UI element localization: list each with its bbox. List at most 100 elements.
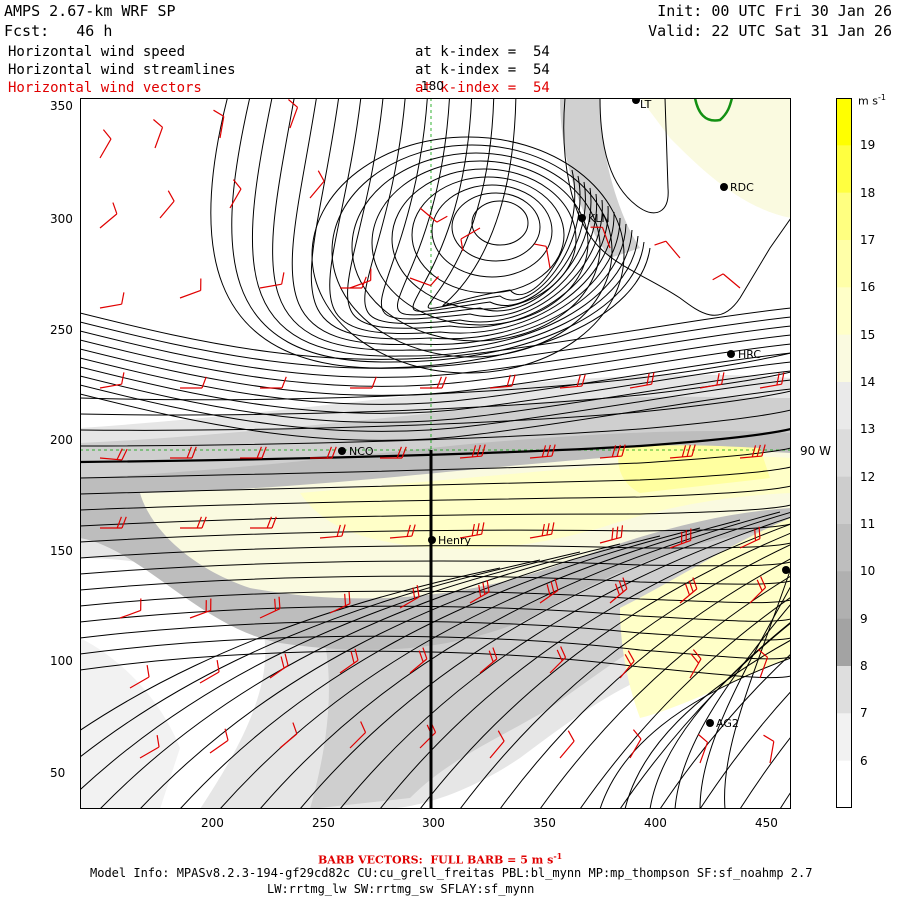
- x-tick-label: 400: [644, 816, 667, 830]
- streamline: [80, 361, 791, 414]
- colorbar: [836, 98, 852, 808]
- streamline: [624, 639, 791, 809]
- streamline: [391, 168, 577, 310]
- wind-barb: [180, 516, 207, 529]
- station-marker: [706, 719, 714, 727]
- wind-barb: [99, 448, 128, 461]
- streamline: [619, 622, 791, 809]
- model-info-2: LW:rrtmg_lw SW:rrtmg_sw SFLAY:sf_mynn: [267, 882, 535, 896]
- wind-barb: [489, 730, 505, 759]
- streamline: [291, 98, 627, 346]
- wind-barb: [250, 516, 277, 529]
- station-label: AG2: [716, 717, 739, 730]
- wind-barb: [389, 524, 416, 539]
- colorbar-swatch: [836, 429, 852, 478]
- wind-barb: [599, 444, 626, 459]
- model-title: AMPS 2.67-km WRF SP: [4, 2, 176, 20]
- station-marker: [782, 566, 790, 574]
- colorbar-swatch: [836, 287, 852, 336]
- wind-barb: [459, 444, 486, 459]
- streamline: [80, 504, 791, 527]
- colorbar-swatch: [836, 98, 852, 146]
- streamline: [231, 98, 645, 363]
- wind-barb: [380, 446, 407, 459]
- streamline: [80, 542, 791, 559]
- wind-barb: [489, 374, 516, 389]
- wind-barb: [340, 276, 367, 289]
- streamline: [259, 511, 781, 809]
- streamline: [427, 98, 581, 309]
- streamlines: [80, 98, 791, 809]
- wind-barb: [153, 119, 164, 149]
- station-label: LT: [640, 98, 652, 111]
- forecast-hour: Fcst: 46 h: [4, 22, 113, 40]
- streamline: [310, 98, 621, 340]
- wind-barb: [529, 522, 555, 539]
- streamline: [80, 409, 791, 447]
- wind-barb: [409, 276, 439, 287]
- wind-barb: [259, 272, 285, 289]
- streamline: [331, 144, 613, 358]
- streamline: [442, 98, 576, 307]
- wind-barb: [119, 598, 142, 619]
- streamline: [411, 176, 565, 294]
- streamline: [80, 390, 791, 431]
- wind-barb: [559, 730, 575, 759]
- streamline: [351, 152, 601, 342]
- colorbar-label: 14: [860, 375, 876, 389]
- colorbar-swatch: [836, 618, 852, 667]
- wind-barb: [549, 646, 567, 674]
- wind-speed-shading: [80, 98, 791, 809]
- streamline: [329, 98, 615, 334]
- wind-barb: [349, 268, 372, 289]
- station-label: KLN: [588, 212, 610, 225]
- wind-barb: [669, 444, 696, 459]
- streamline: [80, 343, 791, 396]
- streamline: [80, 559, 541, 758]
- streamline: [219, 519, 741, 809]
- colorbar-label: 8: [860, 659, 868, 673]
- colorbar-label: 16: [860, 280, 876, 295]
- y-tick-label: 50: [50, 766, 66, 780]
- streamline: [80, 523, 791, 543]
- wind-barb: [350, 376, 377, 389]
- streamline: [371, 160, 589, 326]
- field-name-speed: Horizontal wind speed: [8, 44, 186, 60]
- wind-barb: [599, 525, 624, 544]
- colorbar-label: 6: [860, 753, 868, 768]
- streamline: [80, 325, 791, 378]
- wind-barb: [739, 444, 766, 459]
- colorbar-swatch: [836, 145, 852, 194]
- meridian-label: 180: [421, 79, 444, 93]
- streamline: [80, 575, 791, 591]
- wind-map: NCO Henry HRC RDC KLN AG2 LT: [80, 98, 791, 809]
- streamline: [80, 370, 791, 423]
- station-marker: [720, 183, 728, 191]
- wind-barb: [179, 278, 202, 299]
- colorbar-swatch: [836, 476, 852, 525]
- colorbar-swatch: [836, 382, 852, 430]
- field-name-vectors: Horizontal wind vectors: [8, 80, 202, 96]
- stations: NCO Henry HRC RDC KLN AG2 LT: [338, 98, 790, 730]
- streamline: [364, 98, 603, 324]
- streamline: [80, 567, 501, 731]
- colorbar-swatch: [836, 713, 852, 762]
- streamline: [80, 605, 791, 623]
- streamline: [80, 371, 791, 416]
- parallel-label: 90 W: [800, 444, 831, 458]
- colorbar-label: 9: [860, 611, 868, 626]
- streamline: [419, 532, 791, 809]
- streamline: [80, 307, 791, 360]
- streamline: [380, 98, 598, 320]
- colorbar-swatch: [836, 192, 852, 241]
- wind-barb: [229, 179, 242, 209]
- streamline: [396, 98, 592, 316]
- streamline: [80, 334, 791, 387]
- wind-barb: [189, 598, 212, 619]
- streamline: [459, 543, 791, 809]
- streamline: [80, 466, 791, 495]
- wind-barbs: [99, 99, 785, 764]
- wind-barb: [279, 722, 298, 749]
- streamline: [80, 620, 791, 641]
- colorbar-swatch: [836, 760, 852, 808]
